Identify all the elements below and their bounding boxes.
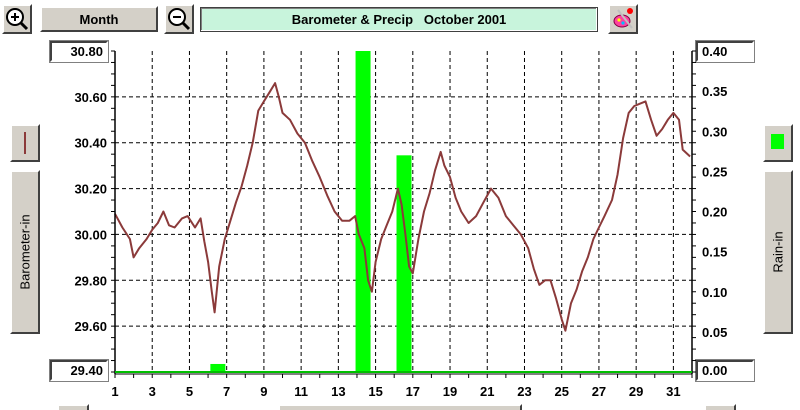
x-axis-tick-labels: 1 3 5 7 9 11 13 15 17 19 21 23 25 27 29 31 (111, 384, 680, 399)
zoom-in-button[interactable] (2, 4, 32, 34)
x-tick-label: 25 (554, 384, 568, 399)
rain-bar-swatch (771, 134, 784, 149)
barometer-min-box[interactable]: 29.40 (49, 359, 109, 382)
x-tick-label: 23 (517, 384, 531, 399)
right-tick-label: 0.25 (702, 164, 727, 179)
x-tick-label: 27 (592, 384, 606, 399)
rain-min-box[interactable]: 0.00 (695, 359, 755, 382)
left-tick-label: 29.60 (74, 319, 107, 334)
left-tick-label: 30.00 (74, 227, 107, 242)
x-tick-label: 21 (480, 384, 494, 399)
x-tick-label: 29 (629, 384, 643, 399)
right-tick-label: 0.10 (702, 285, 727, 300)
right-tick-label: 0.20 (702, 205, 727, 220)
right-tick-label: 0.15 (702, 245, 727, 260)
left-tick-label: 30.20 (74, 182, 107, 197)
axes (111, 50, 696, 378)
rain-axis-button[interactable]: Rain-in (763, 170, 793, 334)
chart-title: Barometer & Precip October 2001 (200, 7, 598, 32)
x-tick-label: 7 (223, 384, 230, 399)
x-tick-label: 19 (443, 384, 457, 399)
scroll-right-button[interactable] (704, 404, 736, 410)
right-tick-label: 0.30 (702, 124, 727, 139)
x-tick-label: 9 (260, 384, 267, 399)
left-tick-label: 30.40 (74, 136, 107, 151)
right-tick-label: 0.35 (702, 84, 727, 99)
zoom-out-button[interactable] (164, 4, 194, 34)
barometer-max-box[interactable]: 30.80 (49, 40, 109, 63)
scroll-left-button[interactable] (57, 404, 89, 410)
rain-max-box[interactable]: 0.40 (695, 40, 755, 63)
right-axis-tick-labels: 0.35 0.30 0.25 0.20 0.15 0.10 0.05 (702, 84, 727, 340)
x-tick-label: 31 (666, 384, 680, 399)
barometer-series-line (114, 82, 691, 332)
zoom-out-icon (168, 8, 191, 31)
x-tick-label: 3 (149, 384, 156, 399)
rain-bar (396, 155, 412, 372)
rain-bar (355, 51, 371, 372)
barometer-legend-swatch[interactable] (10, 124, 40, 162)
paint-palette-icon (613, 8, 633, 29)
right-tick-label: 0.05 (702, 325, 727, 340)
rain-bars (210, 51, 412, 372)
x-tick-label: 15 (368, 384, 382, 399)
rain-legend-swatch[interactable] (763, 124, 793, 162)
left-tick-label: 29.80 (74, 273, 107, 288)
rain-bar (210, 363, 226, 372)
left-tick-label: 30.60 (74, 90, 107, 105)
zoom-in-icon (6, 8, 29, 31)
color-palette-button[interactable] (608, 4, 638, 34)
scrollbar-thumb[interactable] (278, 404, 522, 410)
barometer-line-swatch (24, 132, 26, 154)
barometer-axis-button[interactable]: Barometer-in (10, 170, 40, 334)
x-tick-label: 5 (186, 384, 193, 399)
x-tick-label: 11 (294, 384, 308, 399)
x-tick-label: 1 (111, 384, 118, 399)
barometer-line (114, 82, 691, 332)
x-tick-label: 17 (406, 384, 420, 399)
x-tick-label: 13 (331, 384, 345, 399)
left-axis-tick-labels: 30.60 30.40 30.20 30.00 29.80 29.60 (74, 90, 107, 334)
period-select-button[interactable]: Month (40, 6, 158, 32)
